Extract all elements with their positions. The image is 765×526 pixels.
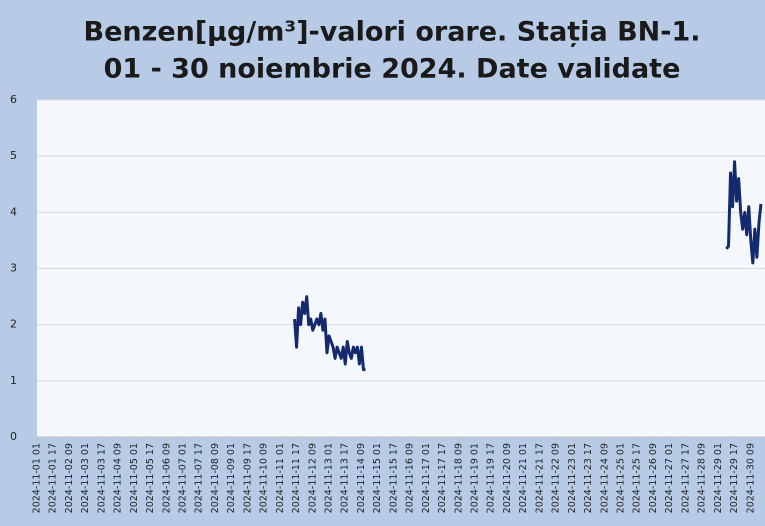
x-tick-label: 2024-11-19 01	[470, 443, 481, 513]
y-tick-label: 2	[10, 318, 17, 331]
x-tick-label: 2024-11-24 09	[599, 443, 610, 513]
x-tick-label: 2024-11-11 01	[275, 443, 286, 513]
x-tick-label: 2024-11-28 09	[697, 443, 708, 513]
x-tick-label: 2024-11-29 01	[713, 443, 724, 513]
x-tick-label: 2024-11-03 17	[96, 443, 107, 513]
x-tick-label: 2024-11-03 01	[80, 443, 91, 513]
x-tick-label: 2024-11-11 17	[291, 443, 302, 513]
x-tick-label: 2024-11-07 17	[194, 443, 205, 513]
x-tick-label: 2024-11-29 17	[729, 443, 740, 513]
x-tick-label: 2024-11-21 17	[534, 443, 545, 513]
y-tick-label: 0	[10, 430, 17, 443]
x-tick-label: 2024-11-27 17	[680, 443, 691, 513]
x-tick-label: 2024-11-15 17	[388, 443, 399, 513]
x-tick-label: 2024-11-20 09	[502, 443, 513, 513]
x-tick-label: 2024-11-16 09	[405, 443, 416, 513]
x-tick-label: 2024-11-12 09	[307, 443, 318, 513]
x-tick-label: 2024-11-19 17	[486, 443, 497, 513]
x-tick-label: 2024-11-05 17	[145, 443, 156, 513]
x-tick-label: 2024-11-17 17	[437, 443, 448, 513]
x-tick-label: 2024-11-22 09	[551, 443, 562, 513]
x-tick-label: 2024-11-14 09	[356, 443, 367, 513]
x-tick-label: 2024-11-09 17	[242, 443, 253, 513]
y-tick-label: 5	[10, 149, 17, 162]
x-tick-label: 2024-11-01 01	[32, 443, 43, 513]
x-tick-label: 2024-11-01 17	[48, 443, 59, 513]
y-tick-label: 1	[10, 374, 17, 387]
y-tick-label: 3	[10, 262, 17, 275]
x-tick-label: 2024-11-13 17	[340, 443, 351, 513]
chart-title: Benzen[µg/m³]-valori orare. Stația BN-1.	[83, 17, 700, 48]
x-tick-label: 2024-11-07 01	[178, 443, 189, 513]
x-tick-label: 2024-11-17 01	[421, 443, 432, 513]
x-tick-label: 2024-11-23 01	[567, 443, 578, 513]
x-tick-label: 2024-11-25 17	[632, 443, 643, 513]
x-tick-label: 2024-11-27 01	[664, 443, 675, 513]
x-tick-label: 2024-11-21 01	[518, 443, 529, 513]
chart-title: 01 - 30 noiembrie 2024. Date validate	[104, 54, 681, 85]
x-tick-label: 2024-11-13 01	[324, 443, 335, 513]
x-tick-label: 2024-11-04 09	[113, 443, 124, 513]
x-tick-label: 2024-11-15 01	[372, 443, 383, 513]
x-tick-label: 2024-11-02 09	[64, 443, 75, 513]
y-tick-label: 4	[10, 205, 17, 218]
y-tick-label: 6	[10, 93, 17, 106]
x-tick-label: 2024-11-25 01	[616, 443, 627, 513]
x-tick-label: 2024-11-26 09	[648, 443, 659, 513]
data-line	[725, 160, 763, 265]
x-tick-label: 2024-11-06 09	[161, 443, 172, 513]
x-tick-label: 2024-11-23 17	[583, 443, 594, 513]
x-tick-label: 2024-11-05 01	[129, 443, 140, 513]
x-tick-label: 2024-11-10 09	[259, 443, 270, 513]
x-tick-label: 2024-11-09 01	[226, 443, 237, 513]
x-tick-label: 2024-11-30 09	[745, 443, 756, 513]
x-tick-label: 2024-11-08 09	[210, 443, 221, 513]
x-tick-label: 2024-11-18 09	[453, 443, 464, 513]
data-line	[293, 295, 366, 372]
